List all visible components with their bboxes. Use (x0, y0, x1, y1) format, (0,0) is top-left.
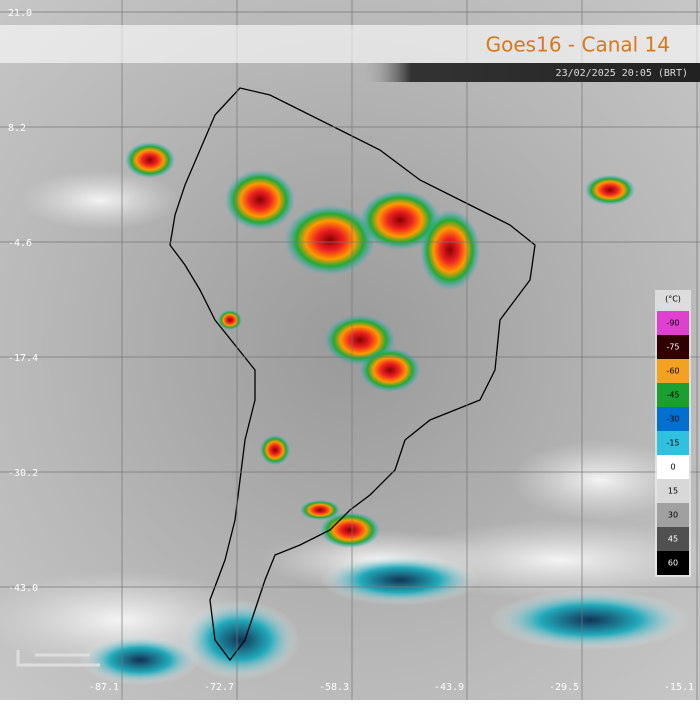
coastline (169, 87, 536, 662)
latitude-label: -43.0 (8, 583, 38, 594)
longitude-label: -43.9 (434, 682, 464, 693)
timestamp-bar (360, 63, 700, 82)
logo (16, 650, 100, 667)
storm-cells (80, 142, 690, 685)
colorbar-label: 0 (670, 463, 675, 472)
title: Goes16 - Canal 14 (486, 33, 670, 57)
colorbar-swatch (657, 455, 689, 479)
latitude-label: -30.2 (8, 468, 38, 479)
colorbar-label: -45 (666, 391, 679, 400)
colorbar-swatch (657, 359, 689, 383)
colorbar-unit: (°C) (665, 295, 681, 304)
latitude-label: 8.2 (8, 123, 26, 134)
latitude-label: -4.6 (8, 238, 32, 249)
header-band (0, 25, 700, 63)
colorbar-label: -90 (666, 319, 679, 328)
colorbar-label: 60 (668, 559, 678, 568)
colorbar-swatch (657, 503, 689, 527)
colorbar-label: -30 (666, 415, 679, 424)
colorbar-label: 45 (668, 535, 678, 544)
colorbar-label: 30 (668, 511, 678, 520)
longitude-label: -87.1 (89, 682, 119, 693)
longitude-label: -72.7 (204, 682, 234, 693)
colorbar-label: 15 (668, 487, 678, 496)
latitude-label: 21.0 (8, 8, 32, 19)
colorbar-swatch (657, 383, 689, 407)
colorbar-swatch (657, 335, 689, 359)
timestamp: 23/02/2025 20:05 (BRT) (556, 68, 688, 79)
colorbar-label: -60 (666, 367, 679, 376)
colorbar-swatch (657, 311, 689, 335)
colorbar-label: -75 (666, 343, 679, 352)
colorbar-swatch (657, 479, 689, 503)
colorbar-swatch (657, 527, 689, 551)
longitude-label: -58.3 (319, 682, 349, 693)
colorbar: -90 -75 -60 -45 -30 -15 0 15 30 45 60 (657, 311, 689, 575)
longitude-label: -15.1 (664, 682, 694, 693)
latitude-label: -17.4 (8, 353, 38, 364)
colorbar-swatch (657, 431, 689, 455)
colorbar-swatch (657, 551, 689, 575)
colorbar-swatch (657, 407, 689, 431)
longitude-label: -29.5 (549, 682, 579, 693)
colorbar-label: -15 (666, 439, 679, 448)
